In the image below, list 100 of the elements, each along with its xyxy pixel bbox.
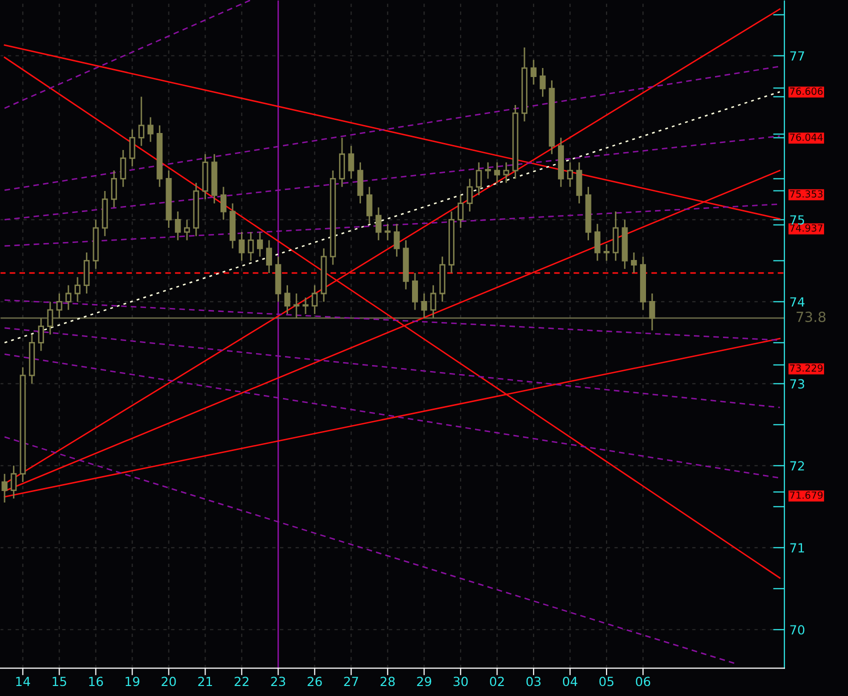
candlestick [320, 248, 327, 302]
candlestick [293, 292, 300, 319]
candlestick [129, 128, 136, 168]
x-tick-label: 03 [526, 676, 541, 686]
candlestick [65, 284, 72, 311]
x-tick-label: 19 [126, 676, 140, 686]
candlestick [138, 96, 144, 147]
x-tick-label: 27 [344, 676, 358, 686]
candlestick [38, 317, 44, 352]
candlestick [594, 223, 600, 262]
candlestick [156, 124, 163, 188]
candlestick [394, 223, 400, 258]
y-tick-label: 74.937 [790, 224, 822, 232]
candlestick [193, 182, 200, 237]
candlestick [302, 296, 309, 315]
y-tick-label: 74 [790, 297, 804, 306]
candlestick [412, 272, 418, 311]
candlestick [56, 292, 62, 319]
candlestick [494, 162, 500, 184]
candlestick [439, 256, 446, 302]
x-tick-label: 20 [162, 676, 176, 686]
candlestick [211, 153, 218, 204]
x-tick-label: 05 [599, 676, 614, 686]
candlestick [604, 244, 610, 262]
y-tick-label: 75 [790, 215, 804, 225]
x-tick-label: 22 [234, 676, 248, 686]
x-tick-label: 30 [454, 676, 468, 686]
candlestick [266, 240, 272, 274]
candlestick [74, 276, 81, 302]
candlestick [120, 149, 126, 188]
x-tick-label: 15 [52, 676, 66, 686]
candlestick [148, 116, 154, 143]
candlestick [184, 219, 190, 241]
candlestick [640, 256, 646, 311]
x-tick-label: 21 [198, 676, 212, 686]
candlestick [92, 219, 99, 270]
candlestick [548, 80, 555, 155]
candlestick [430, 284, 436, 319]
candlestick [421, 292, 428, 319]
candlestick [503, 162, 510, 184]
x-tick-label: 04 [562, 676, 578, 686]
candlestick [256, 231, 263, 258]
candlestick [202, 153, 208, 200]
candlestick [220, 186, 226, 220]
candlestick [284, 284, 290, 315]
y-tick-label: 72 [790, 461, 804, 470]
candlestick [376, 206, 382, 241]
x-tick-label: 26 [308, 676, 322, 686]
candlestick [649, 292, 656, 332]
y-tick-label: 76.606 [790, 88, 823, 95]
y-tick-label: 71 [790, 543, 804, 552]
candlestick [622, 219, 628, 270]
y-tick-label: 71.679 [790, 491, 823, 499]
candlestick [558, 137, 564, 188]
y-tick-label: 73 [790, 379, 804, 389]
candlestick [512, 104, 518, 180]
y-tick-label: 73.229 [790, 364, 823, 372]
candlestick [448, 210, 454, 274]
candlestick [47, 301, 54, 336]
candlestick [84, 252, 90, 294]
candlestick [230, 202, 236, 250]
x-tick-label: 02 [490, 676, 504, 686]
y-tick-label: 70 [790, 625, 804, 635]
candlestick [28, 334, 35, 384]
candlestick [402, 240, 409, 290]
candlestick [630, 252, 637, 274]
candlestick [10, 464, 17, 500]
candlestick [458, 194, 464, 229]
candlestick [357, 162, 364, 204]
candlestick [585, 186, 592, 241]
x-tick-label: 23 [271, 676, 286, 686]
candlestick [330, 170, 336, 266]
candlestick [102, 190, 108, 237]
candlestick [530, 59, 537, 86]
candlestick [540, 67, 546, 98]
y-tick-label: 75.353 [790, 190, 822, 198]
y-tick-label: 76.044 [790, 134, 823, 141]
candlestick [339, 137, 346, 188]
x-tick-label: 14 [16, 676, 30, 686]
candlestick [521, 46, 528, 122]
candlestick [567, 162, 574, 188]
candlestick [20, 366, 26, 483]
candlestick [348, 145, 354, 180]
candlestick [366, 186, 372, 225]
candlestick [484, 162, 491, 180]
candlestick [466, 178, 473, 212]
x-tick-label: 28 [380, 676, 395, 686]
candlestick [174, 210, 181, 241]
candlestick [612, 210, 619, 262]
y-tick-label: 77 [790, 51, 804, 60]
candlestick [576, 162, 582, 204]
candlestick [275, 256, 282, 302]
x-tick-label: 16 [89, 676, 103, 686]
candlestick [248, 231, 254, 262]
ref-line-label: 73.8 [796, 312, 826, 322]
candlestick [312, 284, 318, 315]
candlestick [2, 473, 8, 504]
candlestick [166, 170, 172, 229]
candlestick [476, 162, 482, 196]
x-tick-label: 06 [636, 676, 650, 686]
